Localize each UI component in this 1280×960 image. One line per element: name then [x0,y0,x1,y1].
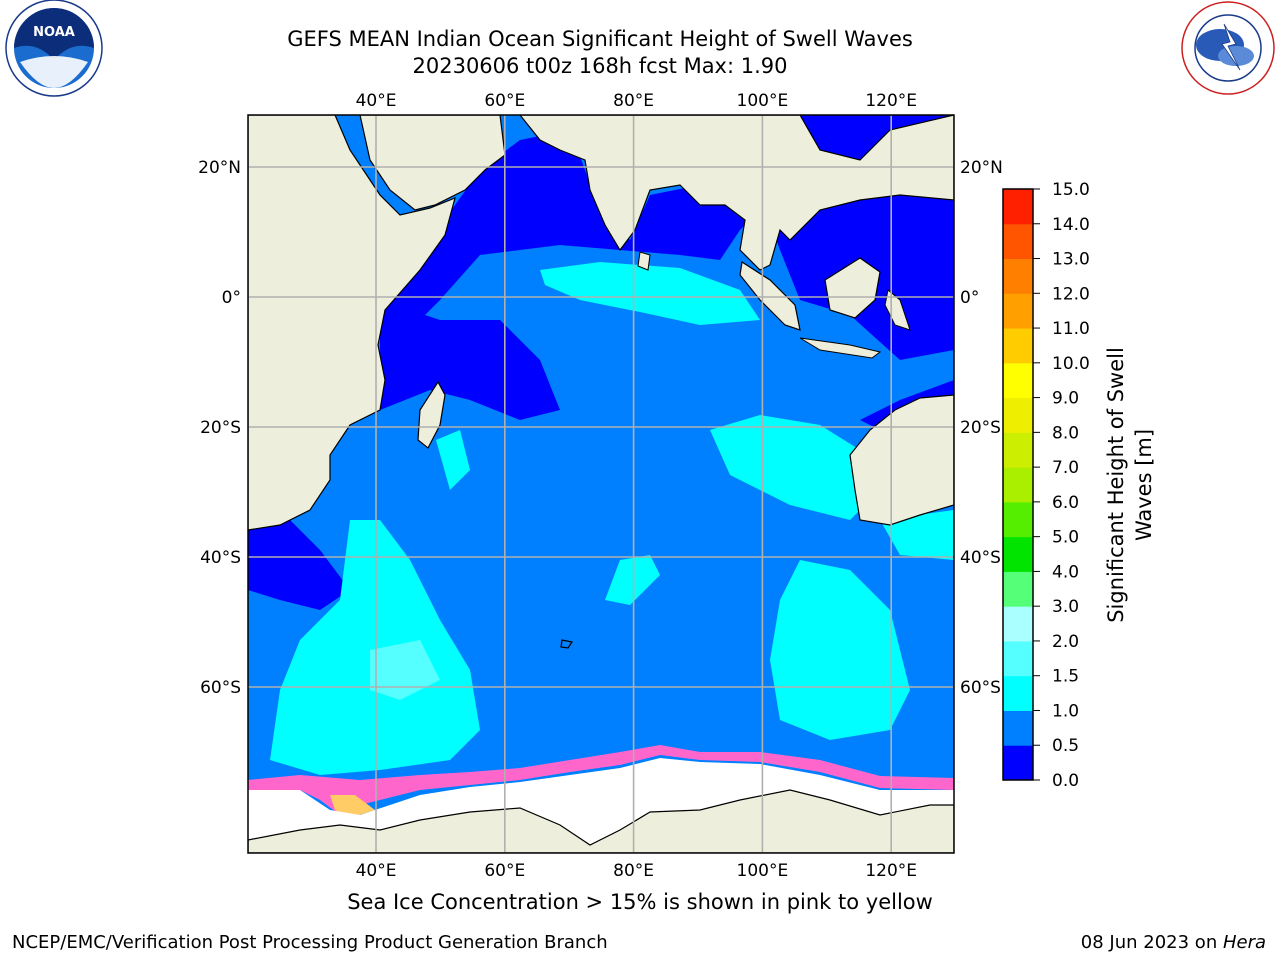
colorbar-tick-label: 11.0 [1052,319,1090,339]
colorbar-segment [1003,189,1033,225]
low-swell-somali [380,300,560,420]
swell-patch-southeast [770,560,910,740]
lat-label-left: 40°S [200,548,241,568]
footer-host: Hera [1222,932,1266,953]
footer-date: 08 Jun 2023 on Hera [1081,932,1266,953]
lon-label-bottom: 80°E [613,861,654,881]
lon-label-top: 40°E [356,91,397,111]
colorbar-segment [1003,293,1033,329]
colorbar-segment [1003,571,1033,607]
lat-label-right: 20°S [960,418,1001,438]
sumatra-land [739,260,801,331]
noaa-logo: NOAA [5,0,103,97]
colorbar-segment [1003,606,1033,642]
lat-label-right: 60°S [960,678,1001,698]
colorbar-segment [1003,640,1033,677]
colorbar-tick-label: 0.5 [1052,736,1079,756]
swell-patch-equatorial [540,262,760,325]
colorbar-tick-label: 3.0 [1052,597,1079,617]
colorbar-tick-label: 9.0 [1052,389,1079,409]
swell-patch-southwest [270,520,480,775]
colorbar-segment [1003,745,1033,781]
lat-label-right: 40°S [960,548,1001,568]
lon-labels-top: 40°E 60°E 80°E 100°E 120°E [356,91,917,111]
java-land [799,337,882,359]
footer-date-text: 08 Jun 2023 on [1080,932,1223,953]
lat-label-right: 20°N [960,158,1003,178]
lon-label-bottom: 100°E [737,861,789,881]
colorbar-frame [1002,188,1034,781]
kerguelen-island [560,639,573,649]
colorbar-segment [1003,362,1033,399]
lat-label-left: 60°S [200,678,241,698]
lat-label-left: 0° [222,288,241,308]
colorbar-tick-label: 2.0 [1052,632,1079,652]
lon-label-top: 100°E [737,91,789,111]
lat-label-left: 20°N [198,158,241,178]
colorbar-tick-label: 14.0 [1052,215,1090,235]
colorbar-segment [1003,328,1033,364]
lon-label-bottom: 120°E [865,861,917,881]
colorbar-label-line1: Significant Height of Swell [1104,347,1128,623]
colorbar-segment [1003,432,1033,468]
colorbar-segment [1003,467,1033,503]
sea-ice-note: Sea Ice Concentration > 15% is shown in … [347,890,933,914]
colorbar-label: Significant Height of Swell Waves [m] [1104,347,1156,623]
colorbar-tick-label: 7.0 [1052,458,1079,478]
swell-patch-southwest-max [370,640,440,700]
lon-label-top: 120°E [865,91,917,111]
colorbar-segment [1003,397,1033,433]
asia-land [519,115,954,271]
graticule [248,115,954,853]
lat-label-right: 0° [960,288,979,308]
nws-logo [1181,1,1275,95]
colorbar-tick-label: 1.5 [1052,667,1079,687]
colorbar-segment [1003,710,1033,746]
madagascar-land [417,380,446,449]
colorbar-tick-label: 0.0 [1052,771,1079,791]
colorbar-tick-label: 4.0 [1052,562,1079,582]
colorbar-segment [1003,258,1033,294]
sea-ice-edge [248,745,954,815]
map-area [248,115,954,853]
antarctica-land [248,789,954,853]
swell-patch-central [605,555,660,605]
chart-subtitle: 20230606 t00z 168h fcst Max: 1.90 [412,54,788,78]
chart-title: GEFS MEAN Indian Ocean Significant Heigh… [287,27,913,51]
colorbar: 0.0 0.5 1.0 1.5 2.0 3.0 4.0 5.0 6.0 7.0 8.0 9.0 10.0… [1002,180,1090,791]
colorbar-segment [1003,675,1033,711]
swell-patch-madagascar [436,430,470,490]
colorbar-tick-label: 10.0 [1052,354,1090,374]
low-swell-agulhas [248,520,350,610]
lat-labels-left: 20°N 0° 20°S 40°S 60°S [198,158,241,698]
colorbar-tick-label: 13.0 [1052,250,1090,270]
lat-labels-right: 20°N 0° 20°S 40°S 60°S [960,158,1003,698]
lat-label-left: 20°S [200,418,241,438]
lon-label-bottom: 40°E [356,861,397,881]
arabia-land [359,115,506,211]
colorbar-segment [1003,536,1033,572]
colorbar-tick-label: 15.0 [1052,180,1090,200]
colorbar-tick-label: 8.0 [1052,423,1079,443]
sri-lanka-land [637,251,651,271]
swell-patch-east [710,415,870,520]
map-frame [247,114,955,854]
lon-labels-bottom: 40°E 60°E 80°E 100°E 120°E [356,861,917,881]
colorbar-tick-label: 1.0 [1052,701,1079,721]
borneo-land [824,257,881,319]
colorbar-segment [1003,501,1033,538]
footer-credit: NCEP/EMC/Verification Post Processing Pr… [12,932,608,953]
colorbar-tick-label: 5.0 [1052,528,1079,548]
lon-label-top: 60°E [484,91,525,111]
lon-label-bottom: 60°E [484,861,525,881]
colorbar-segment [1003,223,1033,260]
colorbar-tick-label: 6.0 [1052,493,1079,513]
noaa-logo-text: NOAA [33,25,75,40]
lon-label-top: 80°E [613,91,654,111]
colorbar-label-line2: Waves [m] [1132,429,1156,541]
colorbar-tick-label: 12.0 [1052,284,1090,304]
